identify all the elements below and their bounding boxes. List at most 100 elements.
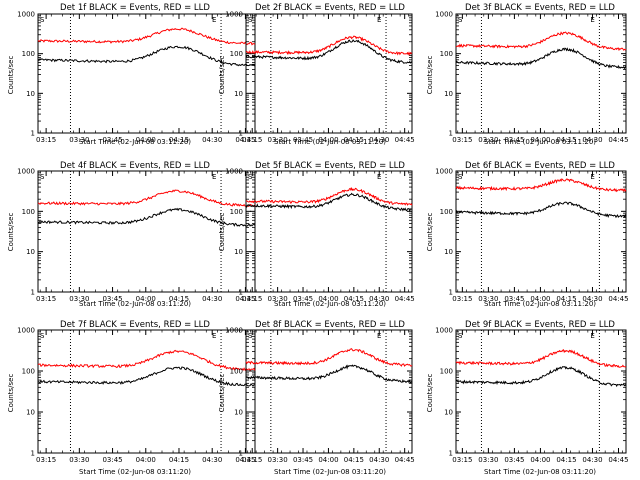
panel-title: Det 1f BLACK = Events, RED = LLD (60, 3, 210, 13)
y-tick-label: 100 (440, 368, 453, 376)
panel-title: Det 8f BLACK = Events, RED = LLD (255, 320, 405, 330)
start-marker-label: S (40, 16, 45, 24)
x-tick-label: 04:30 (369, 295, 389, 303)
panel-1: Det 1f BLACK = Events, RED = LLD Start T… (7, 3, 256, 146)
x-axis-label: Start Time (02-Jun-08 03:11:20) (274, 138, 386, 146)
x-tick-label: 03:30 (478, 136, 498, 144)
series-events-line (245, 192, 413, 213)
plot-frame (37, 170, 256, 293)
panel-7: Det 7f BLACK = Events, RED = LLD Start T… (7, 320, 256, 476)
x-tick-label: 04:45 (395, 136, 415, 144)
y-tick-label: 1 (239, 289, 243, 297)
y-axis-label: Counts/sec (426, 374, 434, 413)
series-lld-line (37, 27, 256, 46)
x-axis-label: Start Time (02-Jun-08 03:11:20) (484, 138, 596, 146)
y-tick-label: 10 (234, 248, 243, 256)
x-tick-label: 04:15 (556, 295, 576, 303)
y-tick-label: 1000 (225, 11, 243, 19)
x-axis-label: Start Time (02-Jun-08 03:11:20) (274, 300, 386, 308)
x-tick-label: 03:45 (293, 456, 313, 464)
panel-title: Det 6f BLACK = Events, RED = LLD (465, 161, 615, 171)
y-tick-label: 1 (449, 450, 453, 458)
panel-9: Det 9f BLACK = Events, RED = LLD Start T… (426, 320, 629, 476)
series-lld-line (246, 187, 413, 206)
x-tick-label: 03:45 (102, 295, 122, 303)
x-tick-label: 04:15 (556, 136, 576, 144)
x-axis-label: Start Time (02-Jun-08 03:11:20) (79, 138, 191, 146)
y-tick-label: 1000 (17, 327, 35, 335)
y-tick-label: 10 (444, 248, 453, 256)
x-axis-label: Start Time (02-Jun-08 03:11:20) (79, 468, 191, 476)
x-tick-label: 04:00 (530, 136, 550, 144)
series-events-line (37, 45, 256, 67)
y-tick-label: 100 (440, 208, 453, 216)
x-tick-label: 04:00 (136, 295, 156, 303)
x-tick-label: 04:45 (608, 295, 628, 303)
x-tick-label: 03:30 (268, 136, 288, 144)
start-marker-label: S (458, 332, 463, 340)
x-tick-label: 04:00 (318, 456, 338, 464)
panel-title: Det 4f BLACK = Events, RED = LLD (60, 161, 210, 171)
x-tick-label: 04:15 (169, 136, 189, 144)
x-tick-label: 03:30 (268, 456, 288, 464)
series-lld-line (455, 178, 627, 193)
start-marker-label: S (40, 173, 45, 181)
panel-3: Det 3f BLACK = Events, RED = LLD Start T… (426, 3, 629, 146)
y-axis-label: Counts/sec (426, 56, 434, 95)
series-lld-line (38, 349, 256, 372)
plot-frame (245, 13, 413, 134)
x-tick-label: 03:15 (242, 456, 262, 464)
plot-frame (245, 329, 413, 454)
x-tick-label: 04:30 (582, 456, 602, 464)
plot-frame (37, 329, 256, 454)
y-axis-label: Counts/sec (7, 374, 15, 413)
series-lld-line (37, 189, 256, 208)
x-tick-label: 03:45 (102, 136, 122, 144)
x-tick-label: 03:15 (242, 136, 262, 144)
y-tick-label: 10 (234, 409, 243, 417)
x-tick-label: 03:15 (452, 456, 472, 464)
x-tick-label: 03:30 (69, 456, 89, 464)
x-tick-label: 04:45 (235, 456, 255, 464)
x-tick-label: 03:15 (452, 295, 472, 303)
x-tick-label: 04:15 (344, 456, 364, 464)
y-tick-label: 10 (26, 90, 35, 98)
x-tick-label: 04:30 (582, 295, 602, 303)
x-tick-label: 03:45 (293, 136, 313, 144)
panel-title: Det 2f BLACK = Events, RED = LLD (255, 3, 405, 13)
y-tick-label: 1 (449, 289, 453, 297)
end-marker-label: E (212, 16, 216, 24)
x-tick-label: 03:30 (268, 295, 288, 303)
start-marker-label: S (248, 173, 253, 181)
x-tick-label: 04:00 (530, 295, 550, 303)
start-marker-label: S (248, 332, 253, 340)
y-axis-label: Counts/sec (218, 374, 226, 413)
start-marker-label: S (458, 16, 463, 24)
x-tick-label: 04:15 (169, 456, 189, 464)
y-axis-label: Counts/sec (218, 56, 226, 95)
y-tick-label: 1000 (435, 11, 453, 19)
x-tick-label: 03:15 (36, 295, 56, 303)
series-events-line (37, 207, 256, 227)
end-marker-label: E (590, 16, 594, 24)
y-tick-label: 100 (22, 208, 35, 216)
y-tick-label: 100 (440, 50, 453, 58)
x-axis-label: Start Time (02-Jun-08 03:11:20) (79, 300, 191, 308)
x-tick-label: 03:30 (69, 295, 89, 303)
panel-2: Det 2f BLACK = Events, RED = LLD Start T… (218, 3, 415, 146)
x-axis-label: Start Time (02-Jun-08 03:11:20) (484, 300, 596, 308)
panel-6: Det 6f BLACK = Events, RED = LLD Start T… (426, 161, 629, 308)
x-tick-label: 04:45 (608, 136, 628, 144)
x-axis-label: Start Time (02-Jun-08 03:11:20) (274, 468, 386, 476)
x-tick-label: 03:45 (504, 456, 524, 464)
x-tick-label: 04:00 (136, 456, 156, 464)
end-marker-label: E (590, 173, 594, 181)
panel-8: Det 8f BLACK = Events, RED = LLD Start T… (218, 320, 415, 476)
x-tick-label: 04:30 (582, 136, 602, 144)
start-marker-label: S (248, 16, 253, 24)
x-axis-label: Start Time (02-Jun-08 03:11:20) (484, 468, 596, 476)
y-tick-label: 10 (26, 248, 35, 256)
y-tick-label: 1000 (17, 168, 35, 176)
start-marker-label: S (458, 173, 463, 181)
